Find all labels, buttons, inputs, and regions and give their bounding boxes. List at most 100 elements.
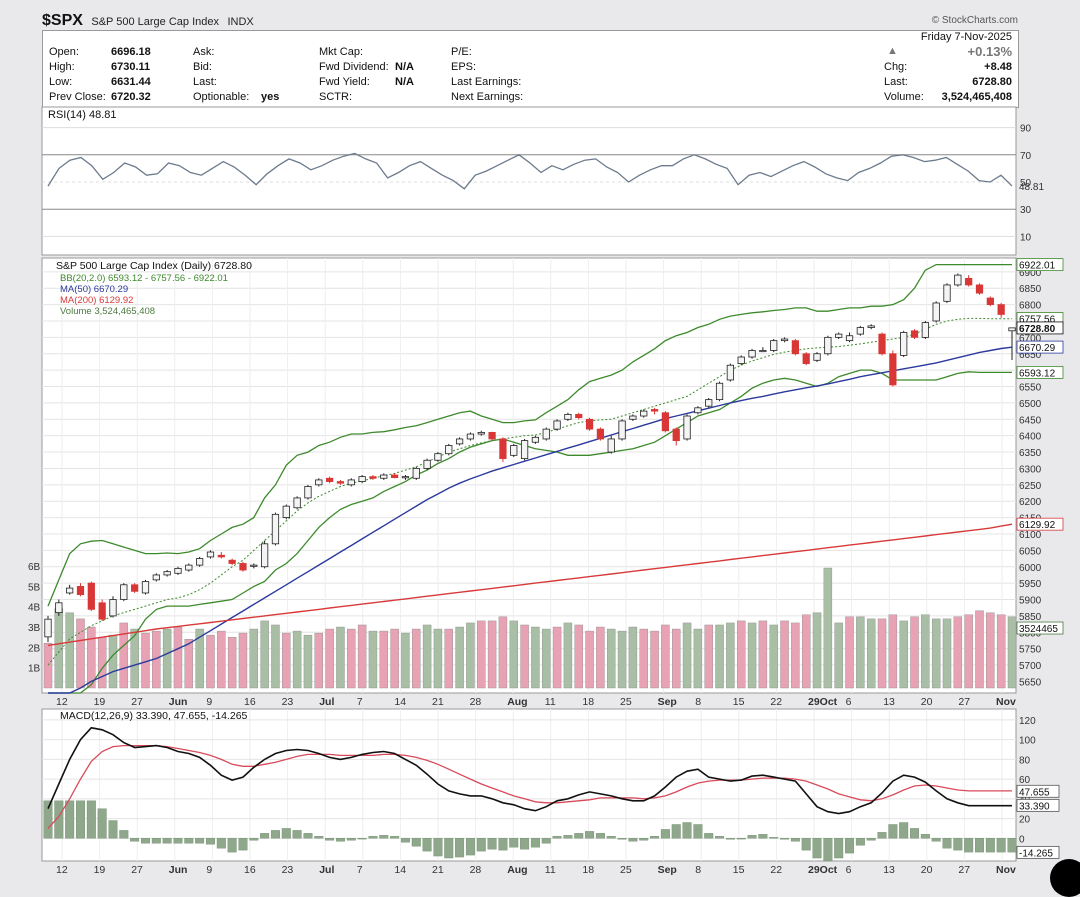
volume-bar bbox=[390, 628, 399, 689]
candle-body bbox=[304, 486, 312, 499]
macd-histogram-bar bbox=[465, 838, 475, 856]
macd-x-tick-label: 13 bbox=[883, 864, 895, 876]
candle-body bbox=[455, 438, 464, 445]
price-tick-label: 6450 bbox=[1019, 415, 1042, 426]
macd-histogram-bar bbox=[119, 830, 129, 839]
candle-body bbox=[954, 274, 962, 286]
volume-bar bbox=[422, 624, 432, 689]
price-tick-label: 6350 bbox=[1019, 448, 1042, 459]
macd-value-label: 33.390 bbox=[1019, 801, 1050, 812]
macd-histogram-bar bbox=[595, 833, 605, 839]
macd-histogram-bar bbox=[455, 838, 465, 858]
price-tick-label: 6850 bbox=[1019, 284, 1042, 295]
macd-value-box bbox=[1016, 784, 1060, 798]
candle-body bbox=[542, 428, 550, 440]
x-tick-label: Nov bbox=[996, 696, 1016, 708]
volume-tick-label: 3B bbox=[28, 623, 41, 634]
candle-body bbox=[1008, 327, 1016, 332]
fwd-dividend-value: N/A bbox=[395, 61, 414, 73]
macd-histogram-bar bbox=[747, 835, 757, 839]
volume-bar bbox=[736, 620, 746, 689]
candle-body bbox=[412, 468, 420, 479]
volume-bar bbox=[823, 567, 833, 689]
candle-body bbox=[293, 497, 301, 509]
macd-tick-label: 80 bbox=[1019, 755, 1031, 766]
credit-link[interactable]: © StockCharts.com bbox=[931, 15, 1018, 26]
volume-bar bbox=[336, 626, 345, 689]
fwd-yield-label: Fwd Yield: bbox=[319, 76, 370, 88]
candle-body bbox=[802, 353, 810, 364]
candle-body bbox=[856, 327, 864, 335]
bb-legend: BB(20,2.0) 6593.12 - 6757.56 - 6922.01 bbox=[60, 273, 228, 284]
price-tick-label: 5900 bbox=[1019, 596, 1042, 607]
volume-bar bbox=[661, 624, 670, 689]
macd-histogram-bar bbox=[140, 838, 150, 844]
bb-upper-line bbox=[47, 263, 1012, 607]
candle-body bbox=[943, 284, 951, 302]
volume-legend: Volume 3,524,465,408 bbox=[60, 306, 155, 317]
volume-bar bbox=[433, 628, 443, 689]
volume-bar bbox=[282, 632, 291, 689]
macd-histogram-bar bbox=[606, 836, 616, 839]
candle-body bbox=[813, 353, 821, 361]
candle-body bbox=[900, 332, 908, 356]
macd-histogram-bar bbox=[931, 838, 941, 842]
macd-histogram-bar bbox=[487, 838, 497, 850]
x-tick-label: 25 bbox=[620, 696, 632, 708]
change-percent: +0.13% bbox=[967, 44, 1012, 59]
symbol: $SPX bbox=[42, 12, 83, 29]
candle-body bbox=[889, 353, 897, 386]
macd-x-tick-label: 9 bbox=[206, 864, 212, 876]
macd-histogram-bar bbox=[715, 836, 725, 839]
candle-body bbox=[141, 581, 150, 594]
x-tick-label: 20 bbox=[921, 696, 933, 708]
price-tick-label: 6300 bbox=[1019, 464, 1042, 475]
volume-bar bbox=[509, 620, 518, 689]
price-tick-label: 5700 bbox=[1019, 661, 1042, 672]
macd-histogram-bar bbox=[357, 838, 367, 840]
volume-bar bbox=[986, 612, 995, 689]
volume-tick-label: 1B bbox=[28, 664, 41, 675]
candle-body bbox=[770, 340, 778, 351]
candle-body bbox=[932, 302, 940, 322]
macd-tick-label: 100 bbox=[1019, 736, 1036, 747]
macd-x-tick-label: 20 bbox=[921, 864, 933, 876]
volume-bar bbox=[628, 626, 638, 689]
macd-histogram-bar bbox=[281, 828, 291, 839]
candle-body bbox=[87, 582, 95, 610]
macd-legend: MACD(12,26,9) 33.390, 47.655, -14.265 bbox=[60, 710, 248, 722]
macd-histogram-bar bbox=[530, 838, 540, 848]
volume-bar bbox=[455, 626, 464, 689]
macd-histogram-bar bbox=[899, 822, 909, 839]
ask-label: Ask: bbox=[193, 46, 215, 58]
volume-bar bbox=[769, 624, 778, 689]
candle-body bbox=[596, 428, 605, 440]
volume-bar bbox=[639, 628, 648, 689]
candle-body bbox=[520, 440, 529, 460]
index-name: S&P 500 Large Cap Index bbox=[91, 16, 219, 28]
price-tick-label: 6900 bbox=[1019, 268, 1042, 279]
candle-body bbox=[76, 586, 85, 596]
price-value-box bbox=[1016, 340, 1064, 354]
volume-bar bbox=[801, 614, 811, 689]
candle-body bbox=[131, 584, 139, 592]
macd-histogram-bar bbox=[541, 838, 551, 844]
macd-histogram-bar bbox=[801, 838, 811, 851]
last-earnings-label: Last Earnings: bbox=[451, 76, 522, 88]
candle-body bbox=[477, 431, 485, 435]
candle-body bbox=[510, 445, 518, 456]
candle-body bbox=[921, 322, 929, 338]
low-value: 6631.44 bbox=[111, 76, 151, 88]
macd-histogram-bar bbox=[845, 838, 855, 854]
volume-bar bbox=[271, 624, 280, 689]
price-value-box bbox=[1016, 365, 1064, 379]
macd-histogram-bar bbox=[444, 838, 454, 859]
volume-bar bbox=[812, 612, 822, 689]
macd-histogram-bar bbox=[563, 835, 573, 839]
volume-bar bbox=[227, 636, 237, 689]
x-tick-label: 19 bbox=[94, 696, 106, 708]
volume-tick-label: 5B bbox=[28, 582, 41, 593]
rsi-line bbox=[47, 152, 1013, 190]
candle-body bbox=[271, 513, 280, 545]
